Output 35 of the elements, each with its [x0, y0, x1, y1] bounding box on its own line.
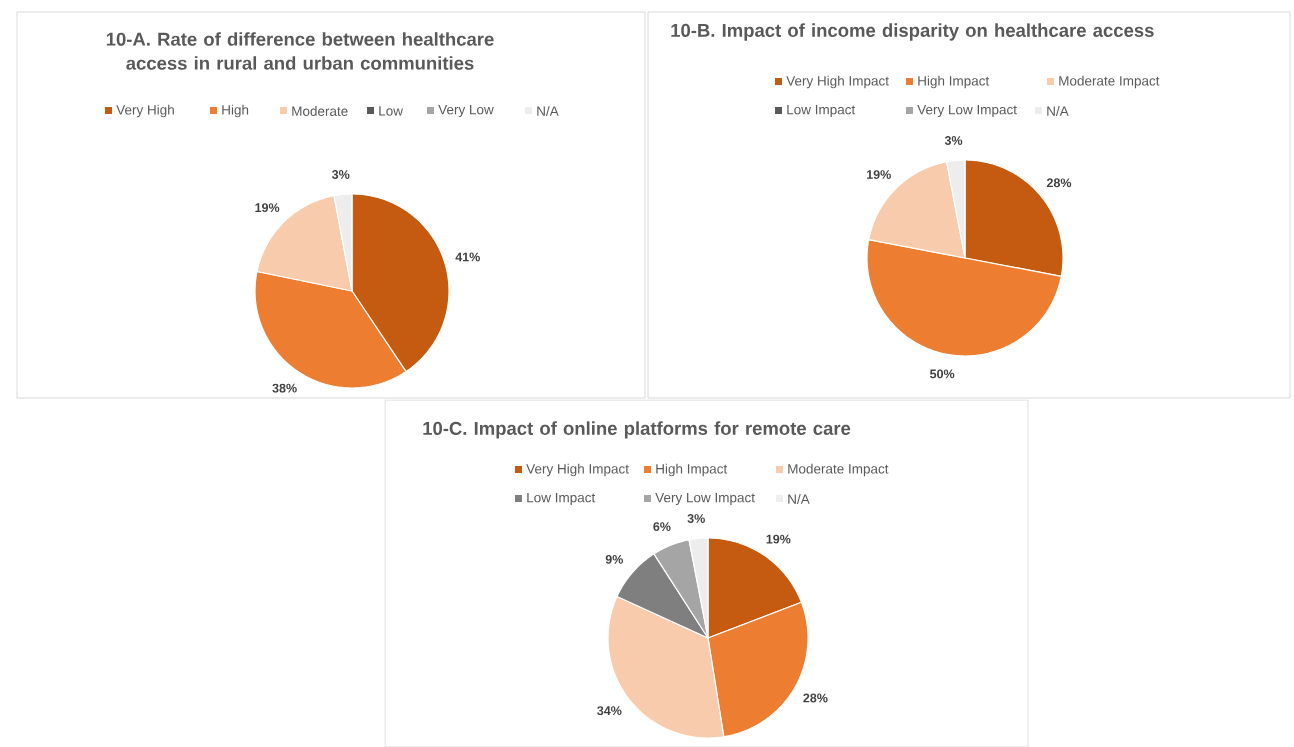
data-label: 50% [930, 369, 955, 379]
legend-label: High Impact [656, 463, 728, 477]
data-label: 38% [272, 383, 297, 393]
legend-label: Very Low Impact [917, 104, 1017, 118]
legend-label: Low Impact [527, 492, 596, 506]
chart-title: 10-A. Rate of difference between healthcare access in rural and urban communities [106, 32, 494, 70]
legend-label: Low [379, 106, 404, 116]
legend-label: High Impact [918, 75, 990, 89]
legend-label: Low Impact [787, 104, 856, 118]
legend-label: Very High [116, 104, 174, 118]
legend-label: Moderate Impact [788, 463, 889, 477]
legend-label: N/A [788, 494, 810, 504]
chart-title: 10-B. Impact of income disparity on healthcare access [671, 23, 1154, 41]
data-label: 6% [653, 522, 671, 532]
legend-label: Very Low Impact [655, 492, 755, 506]
data-label: 19% [867, 170, 891, 179]
data-label: 3% [944, 136, 963, 145]
legend-label: N/A [537, 106, 559, 116]
legend-label: Moderate [292, 106, 348, 116]
legend-label: Very Low [438, 104, 494, 118]
data-label: 3% [687, 514, 705, 523]
data-label: 41% [455, 252, 480, 262]
data-label: 9% [605, 555, 623, 564]
data-label: 28% [1046, 178, 1072, 188]
legend-label: High [222, 104, 249, 118]
data-label: 28% [803, 693, 828, 703]
data-label: 19% [766, 534, 791, 544]
data-label: 3% [331, 170, 350, 179]
legend-label: Moderate Impact [1059, 75, 1160, 89]
data-label: 19% [255, 203, 280, 213]
data-label: 34% [597, 706, 622, 716]
legend-label: Very High Impact [786, 75, 889, 89]
legend-label: N/A [1047, 106, 1069, 116]
chart-title: 10-C. Impact of online platforms for remote care [423, 421, 851, 439]
legend-label: Very High Impact [526, 463, 629, 477]
